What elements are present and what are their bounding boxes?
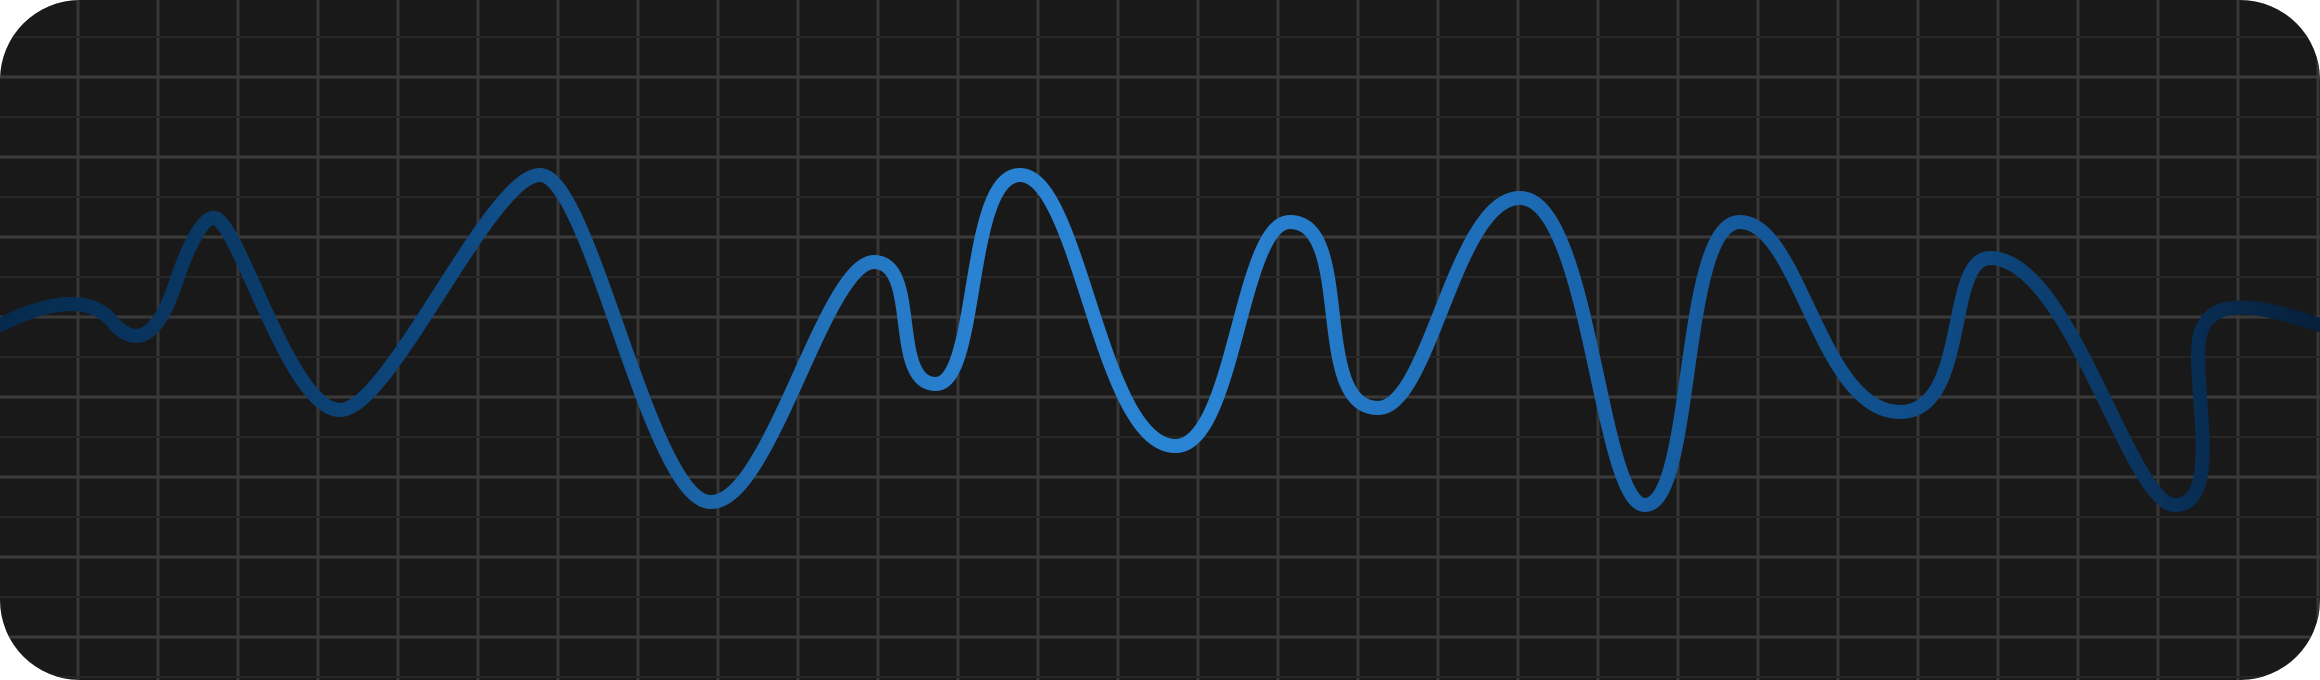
signal-trace bbox=[0, 168, 2320, 512]
